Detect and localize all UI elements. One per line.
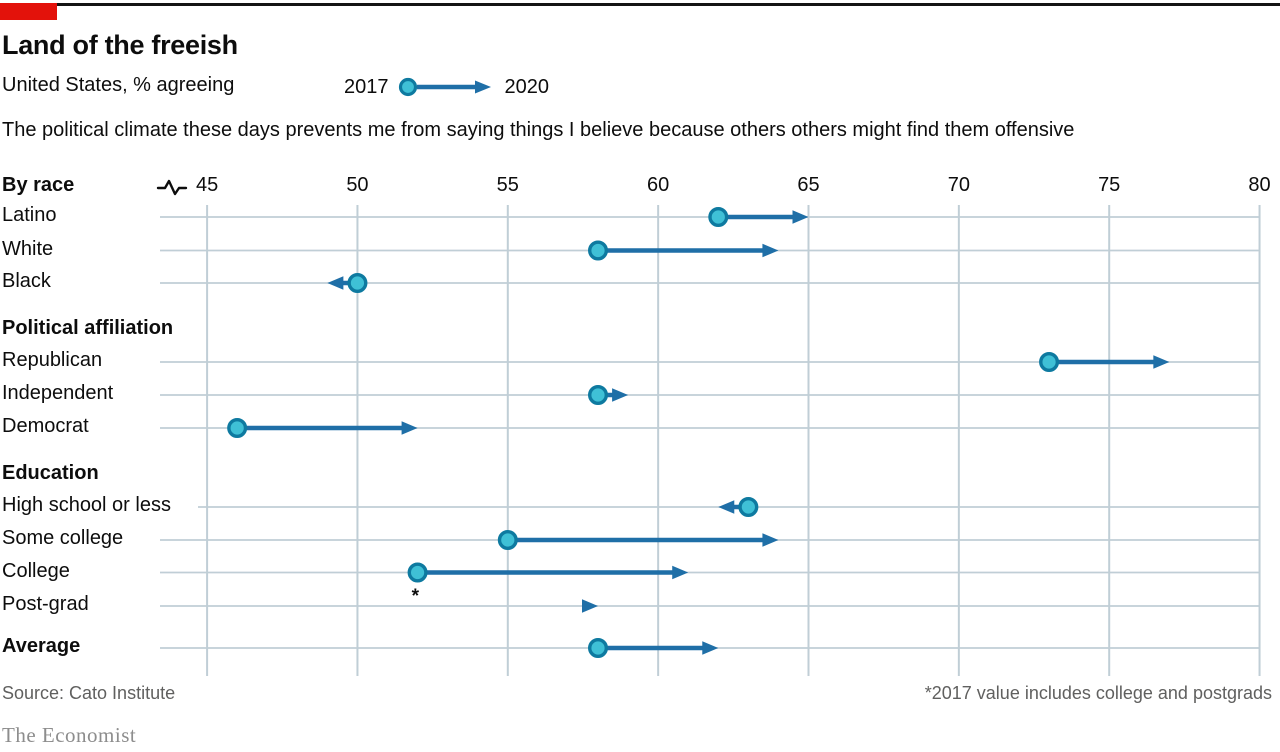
page-title: Land of the freeish <box>2 30 238 60</box>
start-value-dot <box>738 497 759 518</box>
legend: 2017 2020 <box>344 74 549 100</box>
start-value-dot <box>227 418 248 439</box>
start-value-dot <box>588 385 609 406</box>
change-arrow-head <box>718 500 735 514</box>
start-value-dot <box>588 638 609 659</box>
start-value-dot <box>347 273 368 294</box>
change-arrow-head <box>612 388 629 402</box>
chart-subtitle: United States, % agreeing <box>2 74 235 96</box>
change-arrow-head <box>702 641 719 655</box>
arrow-legend-icon <box>398 77 491 97</box>
start-value-dot <box>497 530 518 551</box>
footnote: *2017 value includes college and postgra… <box>924 683 1272 703</box>
change-arrow-head <box>762 243 779 258</box>
change-arrow-head <box>401 421 418 435</box>
change-arrow-head <box>1153 355 1170 369</box>
axis-break-icon <box>156 179 188 196</box>
change-arrow-head <box>672 565 689 580</box>
legend-end-label: 2020 <box>504 75 550 98</box>
top-rule <box>0 3 1280 6</box>
start-value-dot <box>708 206 729 227</box>
change-arrow-head <box>762 533 779 547</box>
legend-start-label: 2017 <box>344 75 389 98</box>
change-arrow-head <box>792 210 809 224</box>
source-note: Source: Cato Institute <box>2 683 176 703</box>
survey-statement: The political climate these days prevent… <box>2 119 1075 141</box>
change-arrow-head <box>582 599 599 613</box>
start-value-dot <box>407 562 428 583</box>
economist-red-tab <box>0 3 57 20</box>
change-arrow-head <box>327 276 344 290</box>
start-value-dot <box>588 240 609 261</box>
brand-logotype: The Economist <box>2 723 137 747</box>
start-value-dot <box>1039 352 1060 373</box>
